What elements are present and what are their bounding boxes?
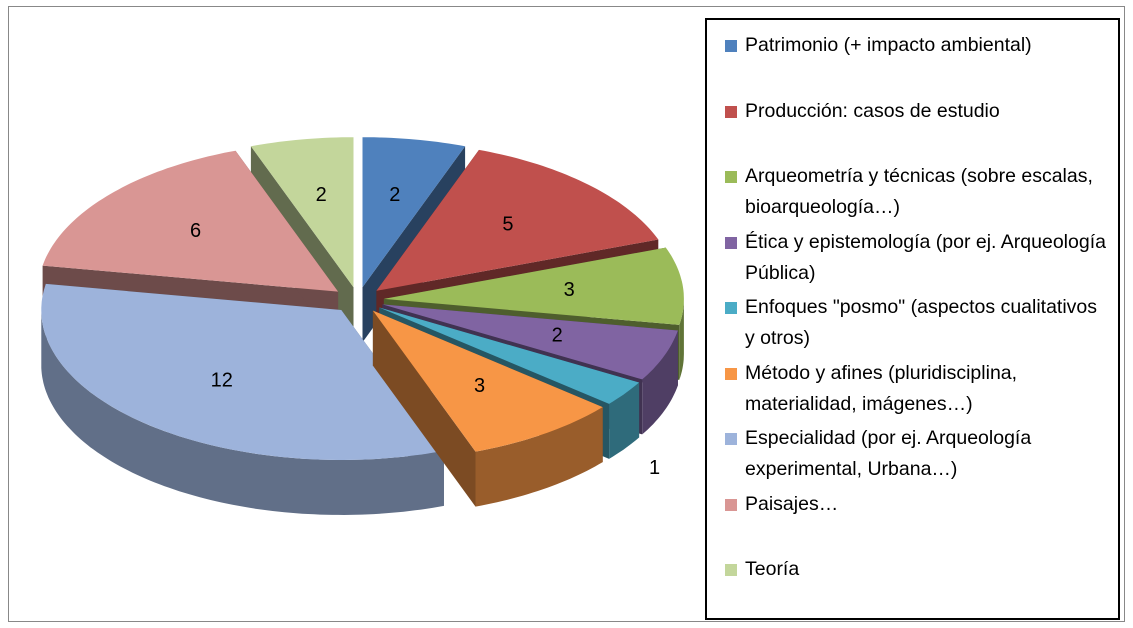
legend-swatch [725,433,737,445]
legend-label: Ética y epistemología (por ej. Arqueolog… [745,230,1106,284]
data-label: 3 [564,279,575,301]
data-label: 12 [211,369,233,391]
legend-entry: Producción: casos de estudio [725,96,1110,127]
slice [382,304,678,380]
chart: 2 5 3 2 1 3 12 6 2 [41,137,684,515]
legend-swatch [725,236,737,249]
slice-wall [609,382,640,459]
legend: Patrimonio (+ impacto ambiental) Producci… [705,18,1120,620]
data-label: 3 [474,375,485,397]
legend-entry: Enfoques "posmo" (aspectos cualitativos … [725,292,1110,354]
slice [383,247,684,325]
legend-swatch [725,302,737,314]
legend-entry: Arqueometría y técnicas (sobre escalas, … [725,161,1110,223]
legend-swatch [725,498,737,511]
chart-frame [8,6,1125,622]
legend-label: Especialidad (por ej. Arqueología experi… [745,427,1032,480]
slice [376,149,659,291]
legend-label: Patrimonio (+ impacto ambiental) [745,34,1032,56]
slice-wall [475,407,603,507]
legend-label: Enfoques "posmo" (aspectos cualitativos … [745,296,1098,349]
data-label: 2 [389,184,400,206]
slice [42,150,339,292]
legend-swatch [725,171,737,183]
slice [362,137,466,288]
legend-label: Método y afines (pluridisciplina, materi… [745,361,1018,415]
slice-wall [679,298,684,380]
legend-label: Teoría [745,558,800,580]
slice [250,137,354,288]
legend-entry: Ética y epistemología (por ej. Arqueolog… [725,227,1110,289]
legend-entry: Patrimonio (+ impacto ambiental) [725,30,1110,61]
legend-swatch [725,564,737,576]
slice-side [372,310,476,507]
legend-entry: Especialidad (por ej. Arqueología experi… [725,423,1110,485]
slice-wall [41,310,444,515]
legend-entry: Paisajes… [725,489,1110,520]
legend-swatch [725,105,737,118]
slice [379,307,640,404]
legend-label: Producción: casos de estudio [745,99,1000,122]
legend-label: Paisajes… [745,492,839,515]
legend-label: Arqueometría y técnicas (sobre escalas, … [745,165,1093,218]
data-label: 5 [502,213,513,235]
slice-wall [642,330,678,435]
data-label: 2 [316,184,327,206]
slice [372,310,603,452]
legend-entry: Método y afines (pluridisciplina, materi… [725,358,1110,420]
slice [41,283,444,460]
data-label: 2 [552,325,563,347]
data-label: 6 [190,220,201,242]
data-label: 1 [649,457,660,479]
legend-entry: Teoría [725,554,1110,585]
legend-swatch [725,367,737,380]
legend-swatch [725,40,737,52]
